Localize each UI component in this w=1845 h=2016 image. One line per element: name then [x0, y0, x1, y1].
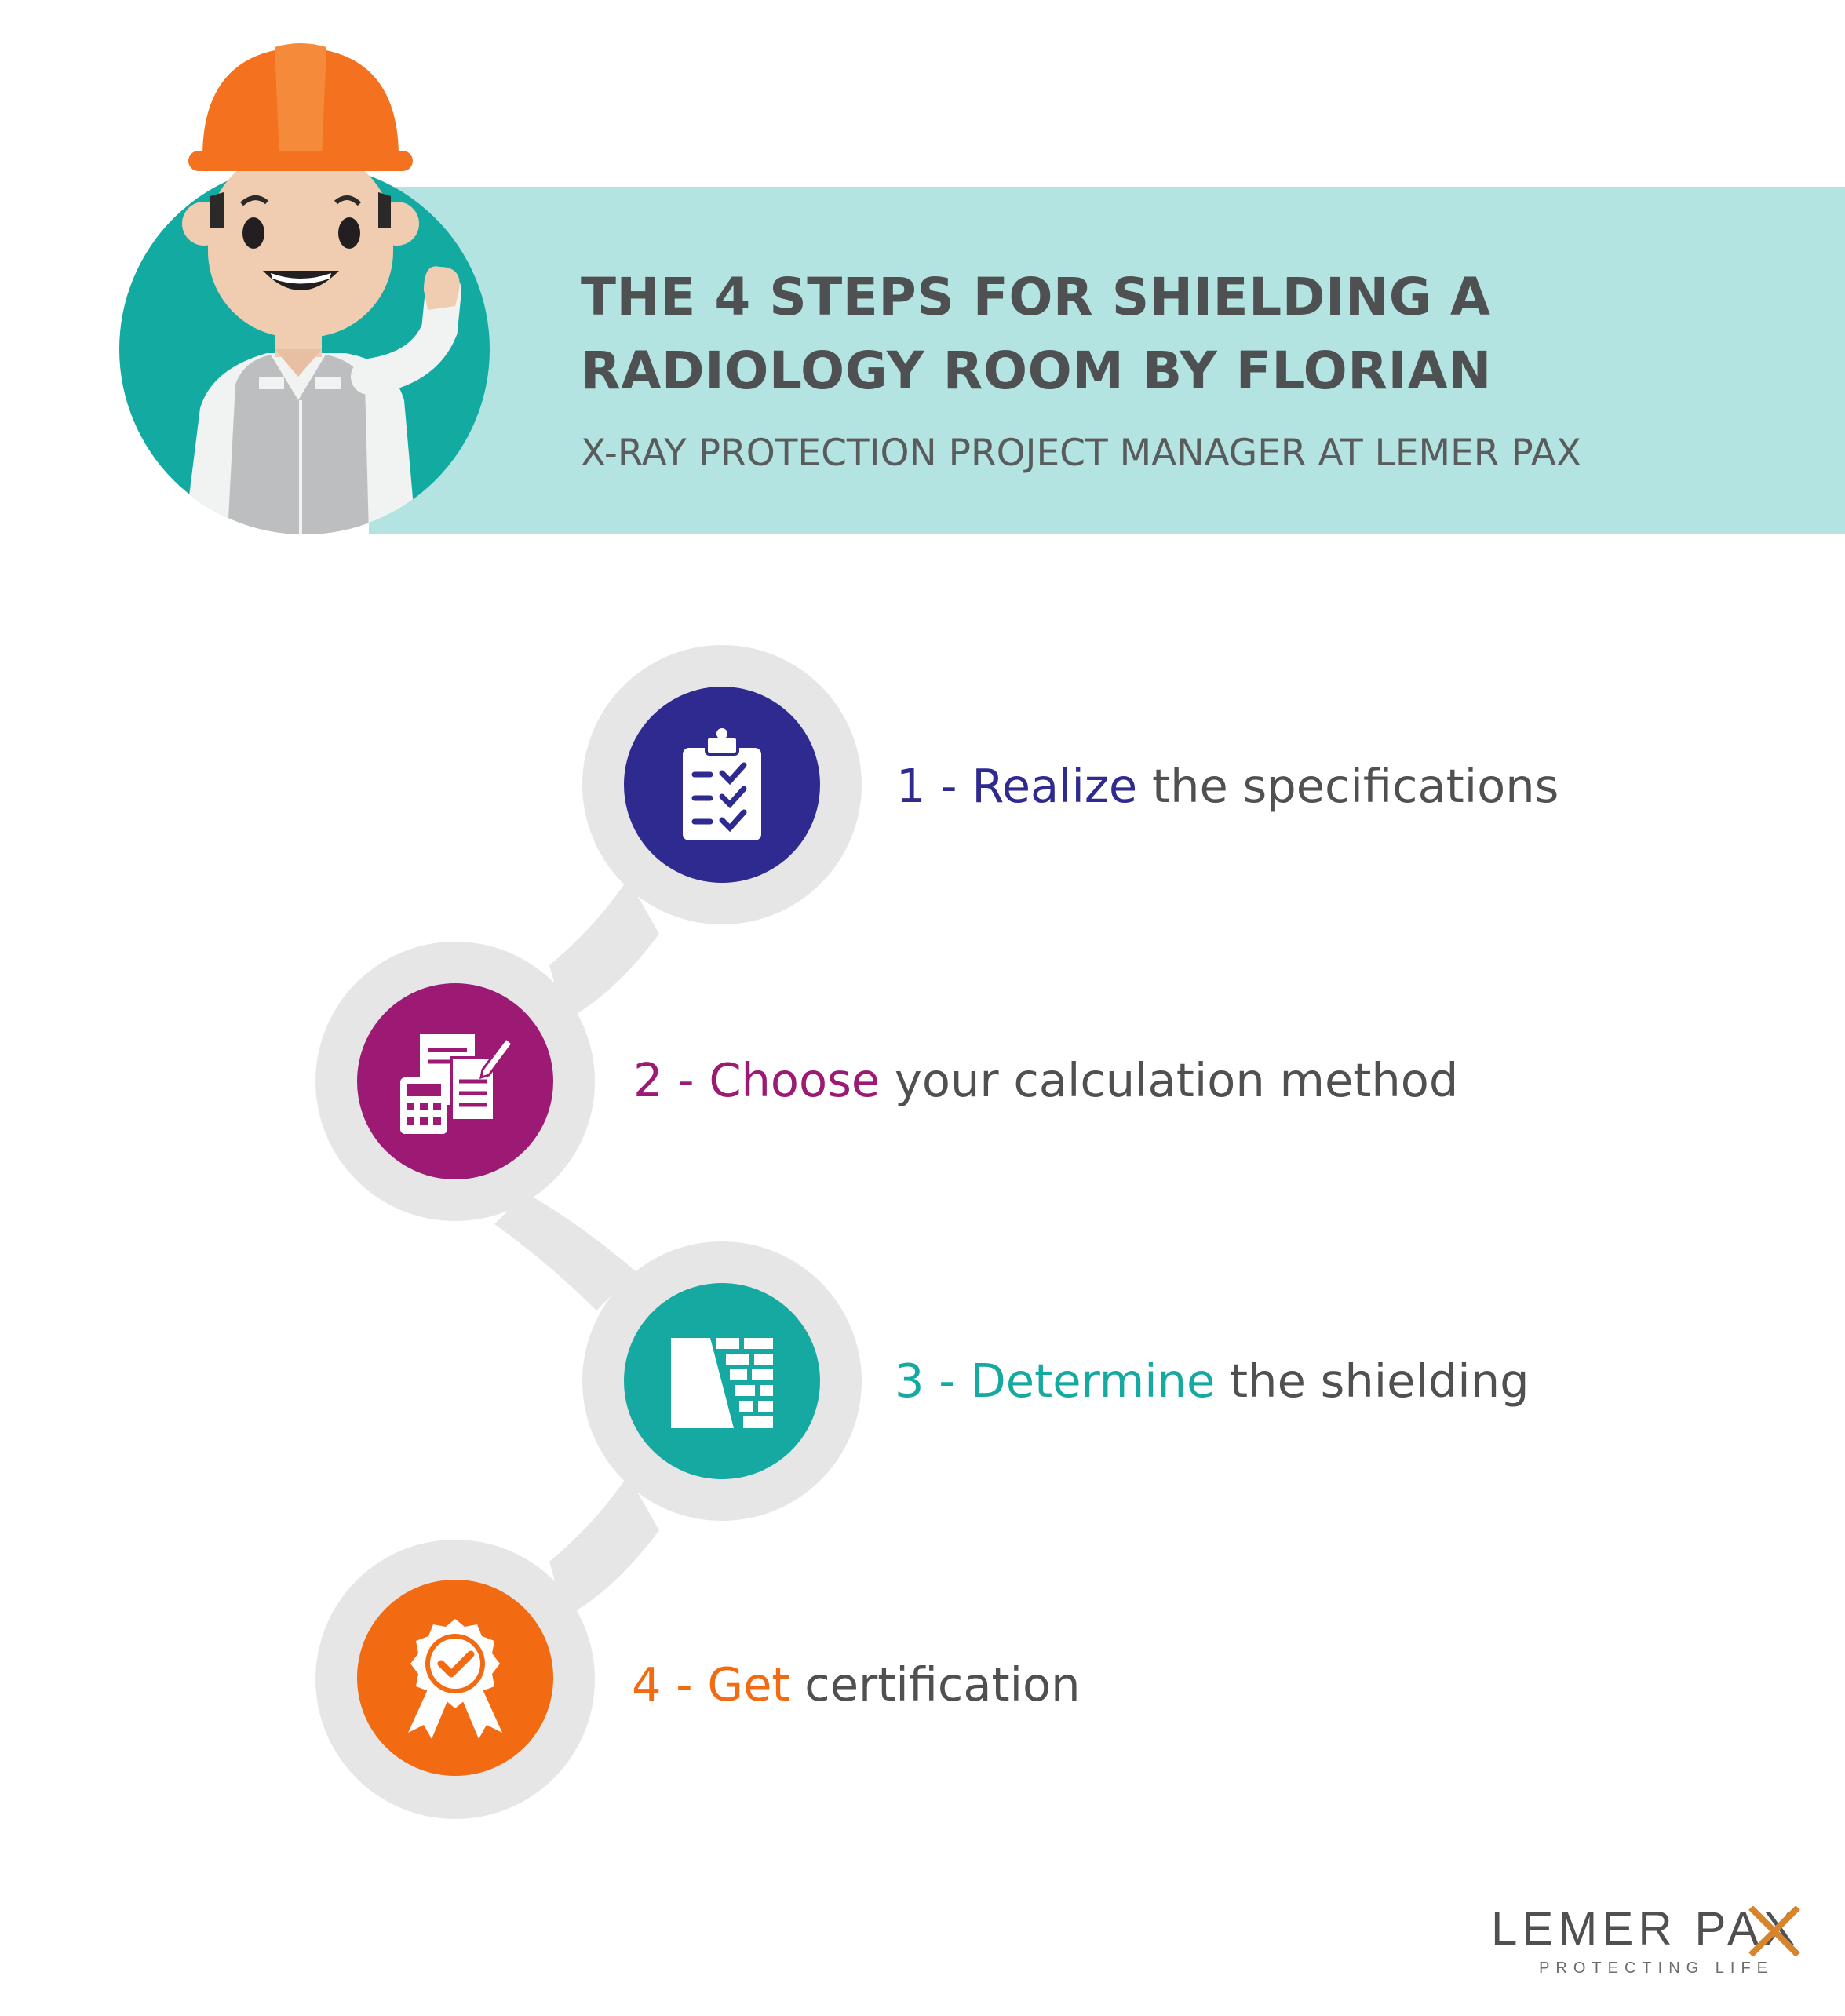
step-3-rest: the shielding [1215, 1354, 1530, 1408]
step-1-prefix: 1 - [896, 759, 972, 813]
worker-illustration [119, 43, 490, 534]
step-1-rest: the specifications [1137, 759, 1559, 813]
logo-x-mark-icon [1748, 1906, 1800, 1956]
step-3-prefix: 3 - [895, 1354, 971, 1408]
step-2-keyword: Choose [709, 1053, 881, 1107]
calculator-documents-icon [400, 1034, 514, 1134]
title-line-2: RADIOLOGY ROOM BY FLORIAN [581, 341, 1492, 401]
step-1-label: 1 - Realize the specifications [896, 759, 1559, 814]
step-4-prefix: 4 - [632, 1657, 708, 1712]
award-rosette-icon [408, 1619, 502, 1739]
lemer-pax-logo: LEMER PAX PROTECTING LIFE [1491, 1903, 1821, 1989]
step-1-keyword: Realize [972, 759, 1138, 813]
brick-wall-icon [671, 1338, 773, 1428]
clipboard-checklist-icon [683, 728, 761, 840]
title-line-1: THE 4 STEPS FOR SHIELDING A [581, 267, 1491, 327]
step-4-keyword: Get [707, 1657, 790, 1712]
step-1-icon-circle [624, 687, 820, 883]
logo-brand: LEMER PAX [1491, 1902, 1799, 1955]
step-3-keyword: Determine [970, 1354, 1216, 1408]
step-2-label: 2 - Choose your calculation method [633, 1053, 1458, 1108]
header-banner [369, 187, 1845, 534]
page-title: THE 4 STEPS FOR SHIELDING A RADIOLOGY RO… [581, 261, 1742, 408]
step-3-icon-circle [624, 1283, 820, 1479]
step-3-label: 3 - Determine the shielding [895, 1354, 1530, 1409]
step-4-label: 4 - Get certification [632, 1657, 1081, 1712]
step-2-prefix: 2 - [633, 1053, 709, 1107]
step-4-rest: certification [789, 1657, 1081, 1712]
logo-tagline: PROTECTING LIFE [1539, 1959, 1774, 1977]
step-2-icon-circle [357, 983, 553, 1179]
step-2-rest: your calculation method [880, 1053, 1459, 1107]
page-subtitle: X-RAY PROTECTION PROJECT MANAGER AT LEME… [581, 432, 1582, 475]
step-4-icon-circle [357, 1580, 553, 1776]
